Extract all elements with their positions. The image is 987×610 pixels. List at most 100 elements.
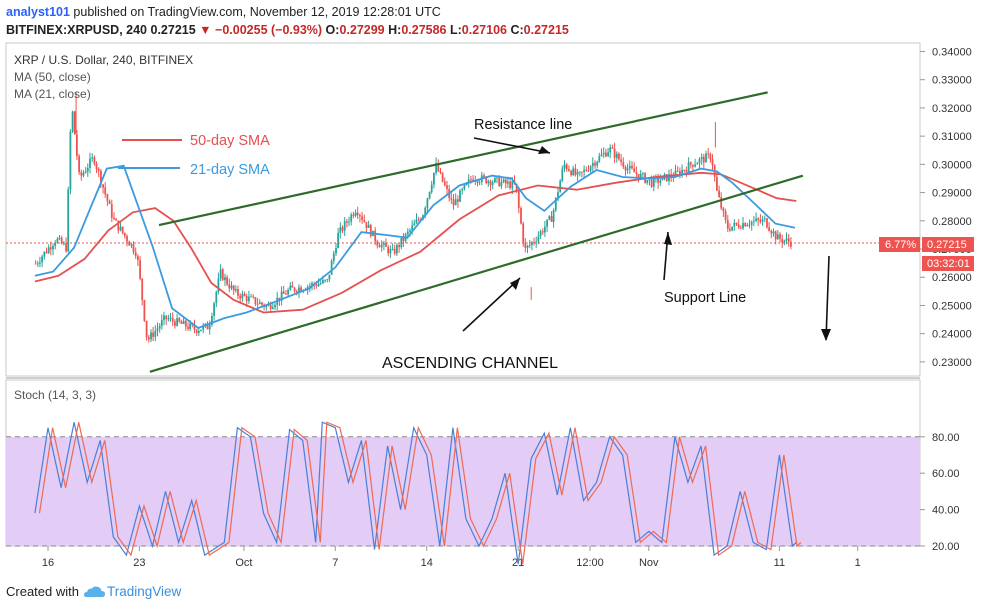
author-name[interactable]: analyst101 [6,5,70,19]
candle-body-up [772,231,775,234]
candle-body-up [36,263,39,265]
candle-body-down [376,241,379,246]
open-label: O: [325,23,340,37]
candle-body-down [759,220,762,222]
candle-body-up [383,242,385,245]
candle-body-up [119,226,122,231]
time-tick-label: 12:00 [576,557,604,569]
sma50-annotation: 50-day SMA [190,133,270,149]
candle-body-down [239,295,242,299]
candle-body-down [574,168,577,175]
candle-body-up [639,173,642,179]
candle-body-up [332,253,335,261]
candle-body-down [443,181,446,186]
candle-body-down [45,251,48,253]
candle-body-up [58,237,61,239]
candle-body-up [67,189,70,252]
candle-body-down [206,323,209,330]
candle-body-down [739,227,742,229]
candle-body-up [167,318,170,320]
candle-body-down [676,170,679,172]
candle-body-up [783,240,786,243]
candle-body-up [674,170,677,178]
price-tick-label: 0.28000 [932,216,972,228]
candle-body-up [628,165,631,169]
candle-body-down [143,300,146,321]
candle-body-up [531,242,533,245]
stoch-d-line [38,421,802,565]
candle-body-up [435,163,437,173]
candle-body-up [367,224,370,228]
candle-body-up [591,162,594,167]
candle-body-down [78,156,80,173]
candle-body-up [463,184,466,190]
candle-body-down [594,162,596,166]
candle-body-down [515,183,518,191]
stoch-tick-label: 40.00 [932,505,960,517]
candle-body-down [683,169,686,171]
candle-body-up [182,320,185,324]
candle-body-up [698,158,701,164]
candle-body-up [309,285,311,287]
candle-body-up [535,241,538,243]
legend-title: XRP / U.S. Dollar, 240, BITFINEX [14,53,193,67]
candle-body-up [607,152,609,157]
candle-body-down [722,208,725,212]
candle-body-up [424,207,427,216]
candle-body-down [237,289,239,296]
candle-body-down [631,165,633,169]
resistance-trendline[interactable] [158,91,768,227]
candle-body-down [744,223,747,227]
price-tick-label: 0.24000 [932,329,972,341]
candle-body-up [250,296,252,298]
candle-body-up [41,256,43,263]
candle-body-up [91,157,94,159]
candle-body-up [389,249,392,254]
candle-body-down [97,168,100,171]
candle-body-up [502,179,505,183]
candle-body-down [509,181,511,188]
candle-body-up [681,169,683,175]
candle-body-up [230,285,233,289]
candle-body-up [213,303,215,316]
candle-body-up [413,223,416,226]
stoch-tick-label: 60.00 [932,468,960,480]
candle-body-down [34,263,37,265]
close-label: C: [510,23,524,37]
candle-body-down [221,269,224,281]
candle-body-up [197,331,200,333]
price-tick-label: 0.32000 [932,103,972,115]
candle-body-up [84,171,87,173]
candle-body-down [570,171,572,175]
candle-body-up [396,245,398,254]
candle-body-down [650,179,653,187]
candle-body-down [790,241,792,247]
candle-body-up [343,221,346,231]
candle-body-down [76,134,78,156]
candle-body-up [459,190,461,202]
tradingview-logo[interactable]: TradingView [83,584,181,599]
tradingview-brand: TradingView [106,584,182,599]
candle-body-down [472,179,474,181]
candle-body-down [581,171,583,173]
candle-body-up [287,289,289,295]
candle-body-up [319,283,322,284]
candle-body-down [689,162,692,165]
candle-body-up [54,242,57,246]
candle-body-up [169,317,172,319]
candle-body-up [217,278,220,292]
candle-body-down [517,190,520,208]
candle-body-down [104,187,107,195]
price-tick-label: 0.33000 [932,75,972,87]
candle-body-down [622,162,625,167]
candle-body-up [339,227,342,233]
candle-body-up [750,221,753,225]
candle-body-down [766,218,768,228]
candle-body-up [600,154,603,157]
candle-body-up [539,231,542,237]
support-trendline[interactable] [149,174,804,373]
candle-body-up [609,147,612,153]
candle-body-up [189,323,191,329]
candle-body-up [328,274,331,280]
